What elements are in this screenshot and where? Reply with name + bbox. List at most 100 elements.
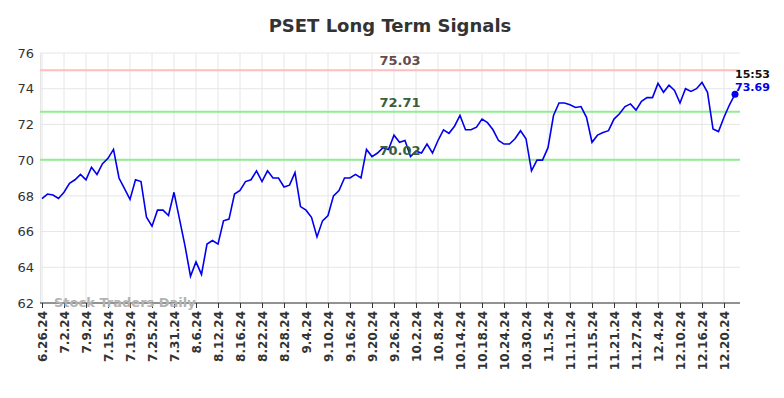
grid-line-x: [570, 53, 571, 303]
x-tick: 11.11.24: [564, 303, 578, 370]
grid-line-x: [240, 53, 241, 303]
x-axis: 6.26.247.2.247.9.247.15.247.19.247.25.24…: [36, 303, 740, 370]
y-tick-label: 70: [17, 153, 34, 168]
x-tick: 7.15.24: [102, 303, 116, 362]
signal-line: [40, 111, 740, 113]
grid-line-x: [42, 53, 43, 303]
x-tick-mark: [350, 303, 351, 308]
grid-line-x: [658, 53, 659, 303]
x-tick: 10.24.24: [498, 303, 512, 370]
x-tick-mark: [328, 303, 329, 308]
grid-line-x: [438, 53, 439, 303]
grid-line-y: [40, 124, 740, 125]
x-tick-label: 7.15.24: [102, 311, 116, 362]
x-tick-label: 12.10.24: [674, 311, 688, 370]
x-tick-mark: [614, 303, 615, 308]
grid-line-x: [548, 53, 549, 303]
grid-line-x: [174, 53, 175, 303]
grid-line-y: [40, 231, 740, 232]
x-tick-label: 10.30.24: [520, 311, 534, 370]
x-tick-label: 7.9.24: [80, 311, 94, 354]
grid-line-x: [394, 53, 395, 303]
y-tick-label: 66: [17, 224, 34, 239]
grid-line-x: [64, 53, 65, 303]
grid-line-x: [328, 53, 329, 303]
signal-label: 75.03: [379, 53, 420, 68]
x-tick-label: 10.8.24: [432, 311, 446, 362]
grid-line-x: [262, 53, 263, 303]
x-tick-mark: [592, 303, 593, 308]
x-tick-mark: [416, 303, 417, 308]
grid-line-y: [40, 267, 740, 268]
x-tick-mark: [42, 303, 43, 308]
x-tick-label: 10.2.24: [410, 311, 424, 362]
x-tick: 10.18.24: [476, 303, 490, 370]
grid-line-x: [218, 53, 219, 303]
y-tick-label: 72: [17, 117, 34, 132]
grid-line-x: [614, 53, 615, 303]
x-tick: 6.26.24: [36, 303, 50, 362]
x-tick: 7.9.24: [80, 303, 94, 354]
y-tick: 66: [17, 224, 40, 239]
last-time: 15:53: [735, 68, 770, 81]
x-tick: 12.16.24: [696, 303, 710, 370]
x-tick-label: 7.25.24: [146, 311, 160, 362]
grid-line-x: [416, 53, 417, 303]
y-axis: 6264666870727476: [17, 46, 40, 311]
grid-line-x: [636, 53, 637, 303]
x-tick: 10.30.24: [520, 303, 534, 370]
grid: [40, 53, 740, 303]
grid-line-x: [482, 53, 483, 303]
x-tick-label: 11.15.24: [586, 311, 600, 370]
x-tick-mark: [702, 303, 703, 308]
x-tick-label: 10.14.24: [454, 311, 468, 370]
x-tick: 10.8.24: [432, 303, 446, 362]
x-tick-label: 9.16.24: [344, 311, 358, 362]
grid-line-x: [372, 53, 373, 303]
grid-line-x: [526, 53, 527, 303]
x-tick: 8.22.24: [256, 303, 270, 362]
x-tick: 8.6.24: [190, 303, 204, 354]
grid-line-x: [130, 53, 131, 303]
grid-line-x: [284, 53, 285, 303]
x-tick-label: 11.11.24: [564, 311, 578, 370]
x-tick-mark: [394, 303, 395, 308]
x-tick-label: 12.20.24: [718, 311, 732, 370]
x-tick-mark: [240, 303, 241, 308]
x-tick: 9.20.24: [366, 303, 380, 362]
x-tick-label: 9.26.24: [388, 311, 402, 362]
x-tick: 11.15.24: [586, 303, 600, 370]
x-tick-mark: [680, 303, 681, 308]
x-tick-label: 11.5.24: [542, 311, 556, 362]
x-tick: 7.31.24: [168, 303, 182, 362]
x-tick-label: 7.2.24: [58, 311, 72, 354]
x-tick: 9.10.24: [322, 303, 336, 362]
grid-line-x: [196, 53, 197, 303]
grid-line-x: [460, 53, 461, 303]
x-tick-mark: [196, 303, 197, 308]
grid-line-x: [592, 53, 593, 303]
x-tick-mark: [218, 303, 219, 308]
x-tick-label: 7.31.24: [168, 311, 182, 362]
x-tick-label: 10.24.24: [498, 311, 512, 370]
y-tick: 74: [17, 81, 40, 96]
x-tick-mark: [724, 303, 725, 308]
watermark: Stock Traders Daily: [54, 295, 196, 310]
x-tick-label: 6.26.24: [36, 311, 50, 362]
x-tick-mark: [636, 303, 637, 308]
x-tick-mark: [372, 303, 373, 308]
x-tick-mark: [262, 303, 263, 308]
grid-line-y: [40, 88, 740, 89]
x-tick-mark: [526, 303, 527, 308]
y-tick: 70: [17, 153, 40, 168]
chart-container: PSET Long Term Signals62646668707274766.…: [0, 0, 784, 398]
chart-title: PSET Long Term Signals: [269, 15, 512, 36]
y-axis-line: [40, 54, 41, 304]
grid-line-x: [306, 53, 307, 303]
x-tick: 8.16.24: [234, 303, 248, 362]
x-tick: 11.5.24: [542, 303, 556, 362]
x-tick: 10.14.24: [454, 303, 468, 370]
grid-line-x: [504, 53, 505, 303]
x-tick-mark: [306, 303, 307, 308]
plot-marks: [40, 70, 740, 276]
